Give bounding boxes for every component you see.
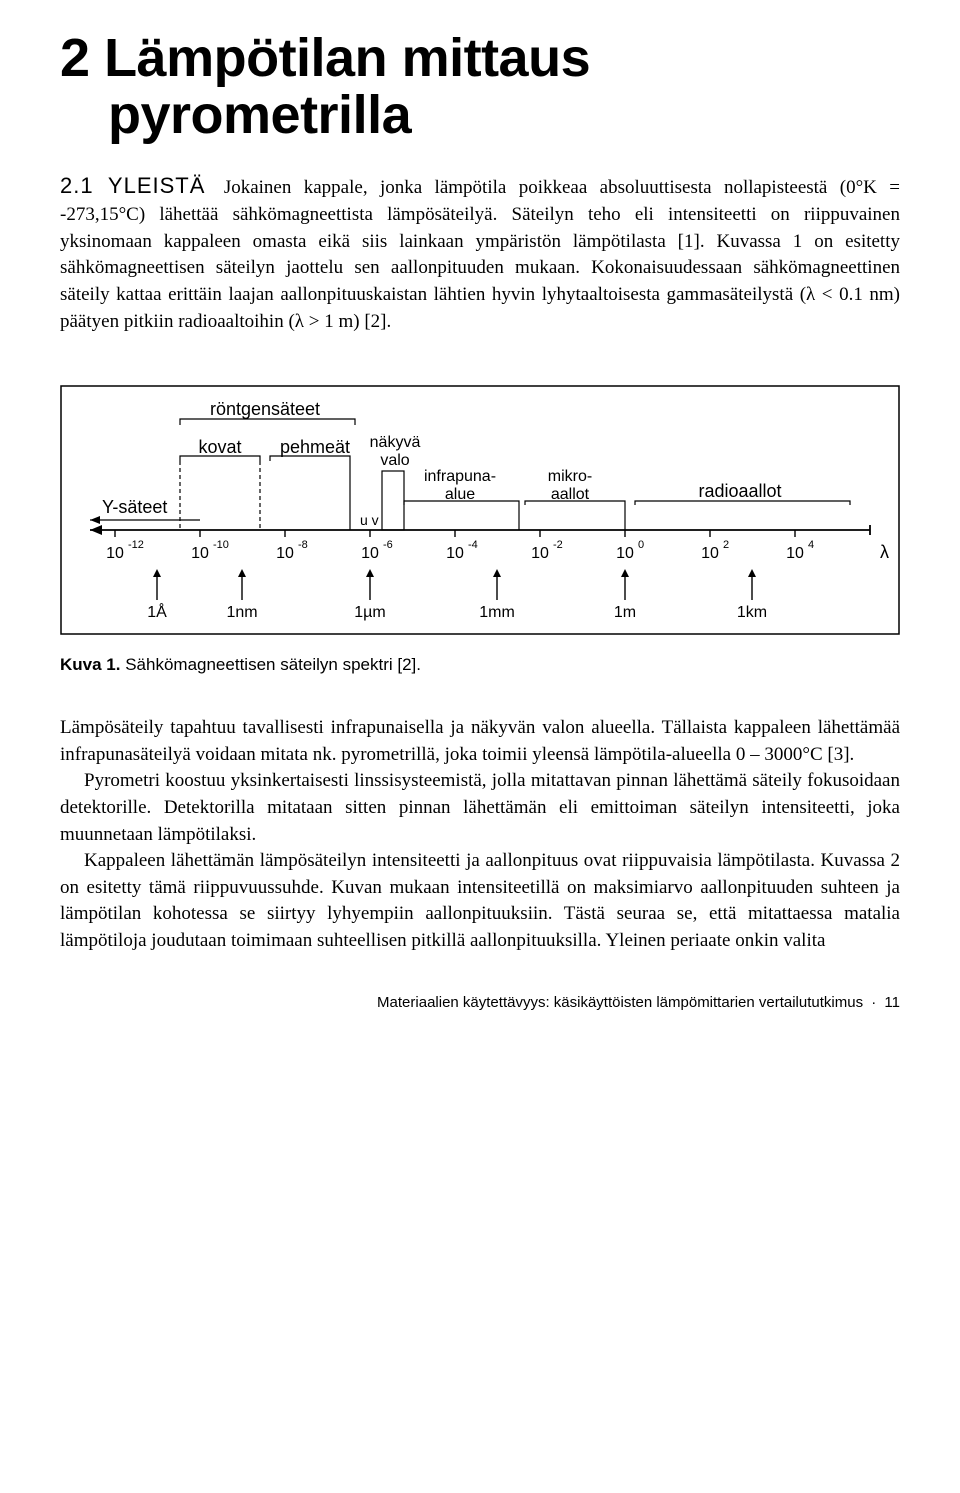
label-nakyva: näkyvä bbox=[370, 434, 421, 451]
svg-text:10: 10 bbox=[106, 545, 124, 562]
svg-text:0: 0 bbox=[638, 539, 644, 551]
svg-text:10: 10 bbox=[616, 545, 634, 562]
svg-text:1mm: 1mm bbox=[479, 604, 515, 621]
para-2-1-intro: 2.1 YLEISTÄ Jokainen kappale, jonka lämp… bbox=[60, 171, 900, 335]
svg-text:1m: 1m bbox=[614, 604, 636, 621]
footer-text: Materiaalien käytettävyys: käsikäyttöist… bbox=[377, 994, 863, 1011]
chapter-title-line2: pyrometrilla bbox=[60, 87, 900, 144]
svg-text:1nm: 1nm bbox=[226, 604, 257, 621]
label-infrapuna: infrapuna- bbox=[424, 468, 496, 485]
label-mikro: mikro- bbox=[548, 468, 592, 485]
svg-text:1km: 1km bbox=[737, 604, 767, 621]
label-valo: valo bbox=[380, 452, 409, 469]
page-footer: Materiaalien käytettävyys: käsikäyttöist… bbox=[60, 994, 900, 1011]
svg-text:10: 10 bbox=[361, 545, 379, 562]
footer-separator: · bbox=[871, 994, 876, 1011]
svg-text:4: 4 bbox=[808, 539, 814, 551]
para-2-1-3: Pyrometri koostuu yksinkertaisesti linss… bbox=[60, 768, 900, 848]
label-lambda: λ bbox=[880, 542, 889, 562]
figure-1-caption-text: Sähkömagneettisen säteilyn spektri [2]. bbox=[120, 655, 421, 674]
svg-text:-10: -10 bbox=[213, 539, 229, 551]
spectrum-diagram: 10 -12 10 -10 10 -8 10 -6 10 -4 10 -2 10 0 10 2 10 4 Y-sä… bbox=[60, 385, 900, 635]
figure-1-caption: Kuva 1. Sähkömagneettisen säteilyn spekt… bbox=[60, 655, 900, 675]
svg-text:2: 2 bbox=[723, 539, 729, 551]
label-radio: radioaallot bbox=[698, 481, 781, 501]
chapter-title-line1: 2 Lämpötilan mittaus bbox=[60, 28, 590, 88]
svg-text:10: 10 bbox=[701, 545, 719, 562]
svg-text:1Å: 1Å bbox=[147, 602, 167, 621]
footer-page-number: 11 bbox=[884, 994, 900, 1011]
svg-text:10: 10 bbox=[531, 545, 549, 562]
figure-1-spectrum: 10 -12 10 -10 10 -8 10 -6 10 -4 10 -2 10 0 10 2 10 4 Y-sä… bbox=[60, 385, 900, 675]
svg-text:1µm: 1µm bbox=[354, 604, 385, 621]
label-kovat: kovat bbox=[198, 437, 241, 457]
svg-text:10: 10 bbox=[786, 545, 804, 562]
svg-text:-12: -12 bbox=[128, 539, 144, 551]
label-gamma: Y-säteet bbox=[102, 497, 167, 517]
chapter-title: 2 Lämpötilan mittaus pyrometrilla bbox=[60, 30, 900, 143]
svg-text:-8: -8 bbox=[298, 539, 308, 551]
section-2-1-heading: 2.1 YLEISTÄ bbox=[60, 173, 205, 198]
svg-text:10: 10 bbox=[446, 545, 464, 562]
para-2-1-1-text: Jokainen kappale, jonka lämpötila poikke… bbox=[60, 177, 900, 331]
svg-text:10: 10 bbox=[191, 545, 209, 562]
label-pehmeat: pehmeät bbox=[280, 437, 350, 457]
svg-text:-2: -2 bbox=[553, 539, 563, 551]
svg-text:-4: -4 bbox=[468, 539, 478, 551]
figure-1-caption-bold: Kuva 1. bbox=[60, 655, 120, 674]
para-2-1-2: Lämpösäteily tapahtuu tavallisesti infra… bbox=[60, 715, 900, 768]
svg-text:10: 10 bbox=[276, 545, 294, 562]
label-uv: u v bbox=[360, 512, 379, 528]
label-rontgen: röntgensäteet bbox=[210, 399, 320, 419]
svg-text:-6: -6 bbox=[383, 539, 393, 551]
para-2-1-4: Kappaleen lähettämän lämpösäteilyn inten… bbox=[60, 848, 900, 954]
